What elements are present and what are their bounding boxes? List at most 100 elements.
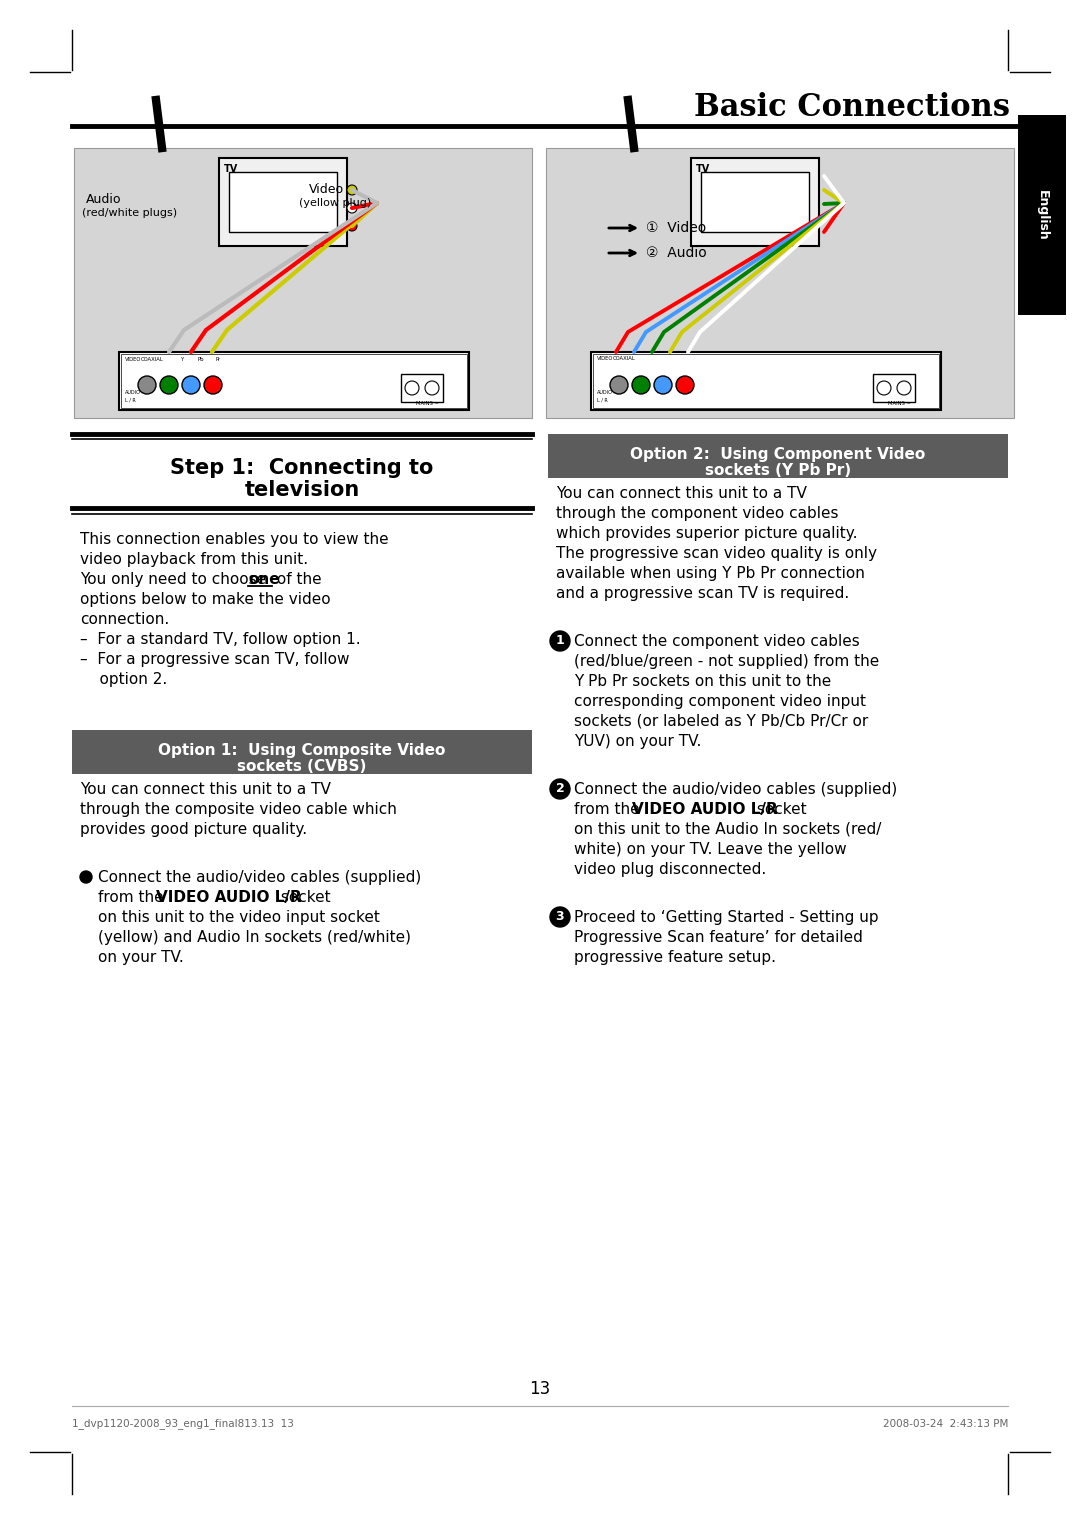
- Circle shape: [405, 381, 419, 395]
- Circle shape: [160, 376, 178, 395]
- Text: MAINS ~: MAINS ~: [416, 401, 438, 405]
- Text: from the: from the: [98, 890, 168, 905]
- Text: on your TV.: on your TV.: [98, 949, 184, 965]
- Text: Y: Y: [181, 357, 185, 363]
- Text: (red/white plugs): (red/white plugs): [82, 207, 177, 218]
- Text: through the composite video cable which: through the composite video cable which: [80, 802, 396, 817]
- Text: MAINS ~: MAINS ~: [888, 401, 910, 405]
- Text: You only need to choose: You only need to choose: [80, 572, 271, 587]
- Circle shape: [676, 376, 694, 395]
- Text: 2: 2: [555, 782, 565, 796]
- Text: 1_dvp1120-2008_93_eng1_final813.13  13: 1_dvp1120-2008_93_eng1_final813.13 13: [72, 1419, 294, 1430]
- Text: You can connect this unit to a TV: You can connect this unit to a TV: [80, 782, 330, 797]
- Circle shape: [550, 631, 570, 651]
- Text: Option 1:  Using Composite Video: Option 1: Using Composite Video: [159, 744, 446, 757]
- Text: L / R: L / R: [125, 398, 136, 402]
- Text: and a progressive scan TV is required.: and a progressive scan TV is required.: [556, 587, 849, 600]
- Text: VIDEO AUDIO L/R: VIDEO AUDIO L/R: [156, 890, 301, 905]
- Text: –  For a standard TV, follow option 1.: – For a standard TV, follow option 1.: [80, 632, 361, 648]
- Text: which provides superior picture quality.: which provides superior picture quality.: [556, 526, 858, 541]
- Bar: [591, 352, 941, 410]
- Text: Connect the audio/video cables (supplied): Connect the audio/video cables (supplied…: [573, 782, 897, 797]
- Text: (yellow plug): (yellow plug): [299, 198, 372, 207]
- Text: COAXIAL: COAXIAL: [613, 357, 636, 361]
- Text: YUV) on your TV.: YUV) on your TV.: [573, 735, 701, 748]
- Text: Pr: Pr: [215, 357, 220, 363]
- Text: Proceed to ‘Getting Started - Setting up: Proceed to ‘Getting Started - Setting up: [573, 910, 879, 925]
- Text: 2008-03-24  2:43:13 PM: 2008-03-24 2:43:13 PM: [882, 1419, 1008, 1430]
- Text: Pb: Pb: [198, 357, 204, 363]
- Circle shape: [347, 184, 357, 195]
- Text: 13: 13: [529, 1381, 551, 1398]
- Text: (yellow) and Audio In sockets (red/white): (yellow) and Audio In sockets (red/white…: [98, 930, 411, 945]
- Text: sockets (or labeled as Y Pb/Cb Pr/Cr or: sockets (or labeled as Y Pb/Cb Pr/Cr or: [573, 715, 868, 728]
- Text: Video: Video: [309, 183, 345, 197]
- Text: Connect the component video cables: Connect the component video cables: [573, 634, 860, 649]
- Bar: [691, 158, 819, 245]
- Circle shape: [80, 872, 92, 882]
- Text: video plug disconnected.: video plug disconnected.: [573, 863, 766, 876]
- Circle shape: [426, 381, 438, 395]
- Text: ②  Audio: ② Audio: [646, 245, 706, 261]
- Bar: [1018, 114, 1066, 315]
- Bar: [219, 158, 347, 245]
- Text: –  For a progressive scan TV, follow: – For a progressive scan TV, follow: [80, 652, 350, 668]
- Circle shape: [550, 779, 570, 799]
- Text: provides good picture quality.: provides good picture quality.: [80, 821, 307, 837]
- Text: options below to make the video: options below to make the video: [80, 591, 330, 607]
- Text: from the: from the: [573, 802, 645, 817]
- Text: available when using Y Pb Pr connection: available when using Y Pb Pr connection: [556, 565, 865, 581]
- Bar: [229, 172, 337, 232]
- Text: sockets (CVBS): sockets (CVBS): [238, 759, 367, 774]
- Text: option 2.: option 2.: [80, 672, 167, 687]
- Text: socket: socket: [752, 802, 807, 817]
- Text: one: one: [248, 572, 280, 587]
- Text: English: English: [1036, 189, 1049, 241]
- Circle shape: [204, 376, 222, 395]
- Text: The progressive scan video quality is only: The progressive scan video quality is on…: [556, 546, 877, 561]
- Text: TV: TV: [696, 165, 711, 174]
- Text: television: television: [244, 480, 360, 500]
- Text: sockets (Y Pb Pr): sockets (Y Pb Pr): [705, 463, 851, 479]
- Bar: [546, 148, 1014, 418]
- Text: Progressive Scan feature’ for detailed: Progressive Scan feature’ for detailed: [573, 930, 863, 945]
- Text: Basic Connections: Basic Connections: [694, 93, 1010, 123]
- Circle shape: [610, 376, 627, 395]
- Bar: [119, 352, 469, 410]
- Circle shape: [654, 376, 672, 395]
- Text: AUDIO: AUDIO: [597, 390, 612, 395]
- Bar: [548, 434, 1008, 479]
- Text: You can connect this unit to a TV: You can connect this unit to a TV: [556, 486, 807, 501]
- Bar: [701, 172, 809, 232]
- Text: This connection enables you to view the: This connection enables you to view the: [80, 532, 389, 547]
- Circle shape: [347, 203, 357, 213]
- Text: AUDIO: AUDIO: [125, 390, 140, 395]
- Text: COAXIAL: COAXIAL: [141, 357, 164, 363]
- Text: through the component video cables: through the component video cables: [556, 506, 838, 521]
- Text: ①  Video: ① Video: [646, 221, 706, 235]
- Circle shape: [897, 381, 912, 395]
- Text: 1: 1: [555, 634, 565, 648]
- Text: Connect the audio/video cables (supplied): Connect the audio/video cables (supplied…: [98, 870, 421, 885]
- Text: VIDEO: VIDEO: [125, 357, 141, 363]
- Text: Step 1:  Connecting to: Step 1: Connecting to: [171, 459, 434, 479]
- Text: Audio: Audio: [86, 194, 121, 206]
- Text: L / R: L / R: [597, 398, 608, 402]
- Text: Option 2:  Using Component Video: Option 2: Using Component Video: [631, 447, 926, 462]
- Circle shape: [183, 376, 200, 395]
- Bar: [873, 373, 915, 402]
- Text: (red/blue/green - not supplied) from the: (red/blue/green - not supplied) from the: [573, 654, 879, 669]
- Circle shape: [632, 376, 650, 395]
- Text: white) on your TV. Leave the yellow: white) on your TV. Leave the yellow: [573, 841, 847, 856]
- Text: connection.: connection.: [80, 613, 170, 626]
- Text: socket: socket: [276, 890, 330, 905]
- Text: 3: 3: [556, 910, 565, 924]
- Text: corresponding component video input: corresponding component video input: [573, 693, 866, 709]
- Text: VIDEO AUDIO L/R: VIDEO AUDIO L/R: [632, 802, 778, 817]
- Text: of the: of the: [272, 572, 322, 587]
- Text: on this unit to the video input socket: on this unit to the video input socket: [98, 910, 380, 925]
- Text: Y Pb Pr sockets on this unit to the: Y Pb Pr sockets on this unit to the: [573, 674, 832, 689]
- Text: progressive feature setup.: progressive feature setup.: [573, 949, 777, 965]
- Circle shape: [138, 376, 156, 395]
- Bar: [593, 354, 939, 408]
